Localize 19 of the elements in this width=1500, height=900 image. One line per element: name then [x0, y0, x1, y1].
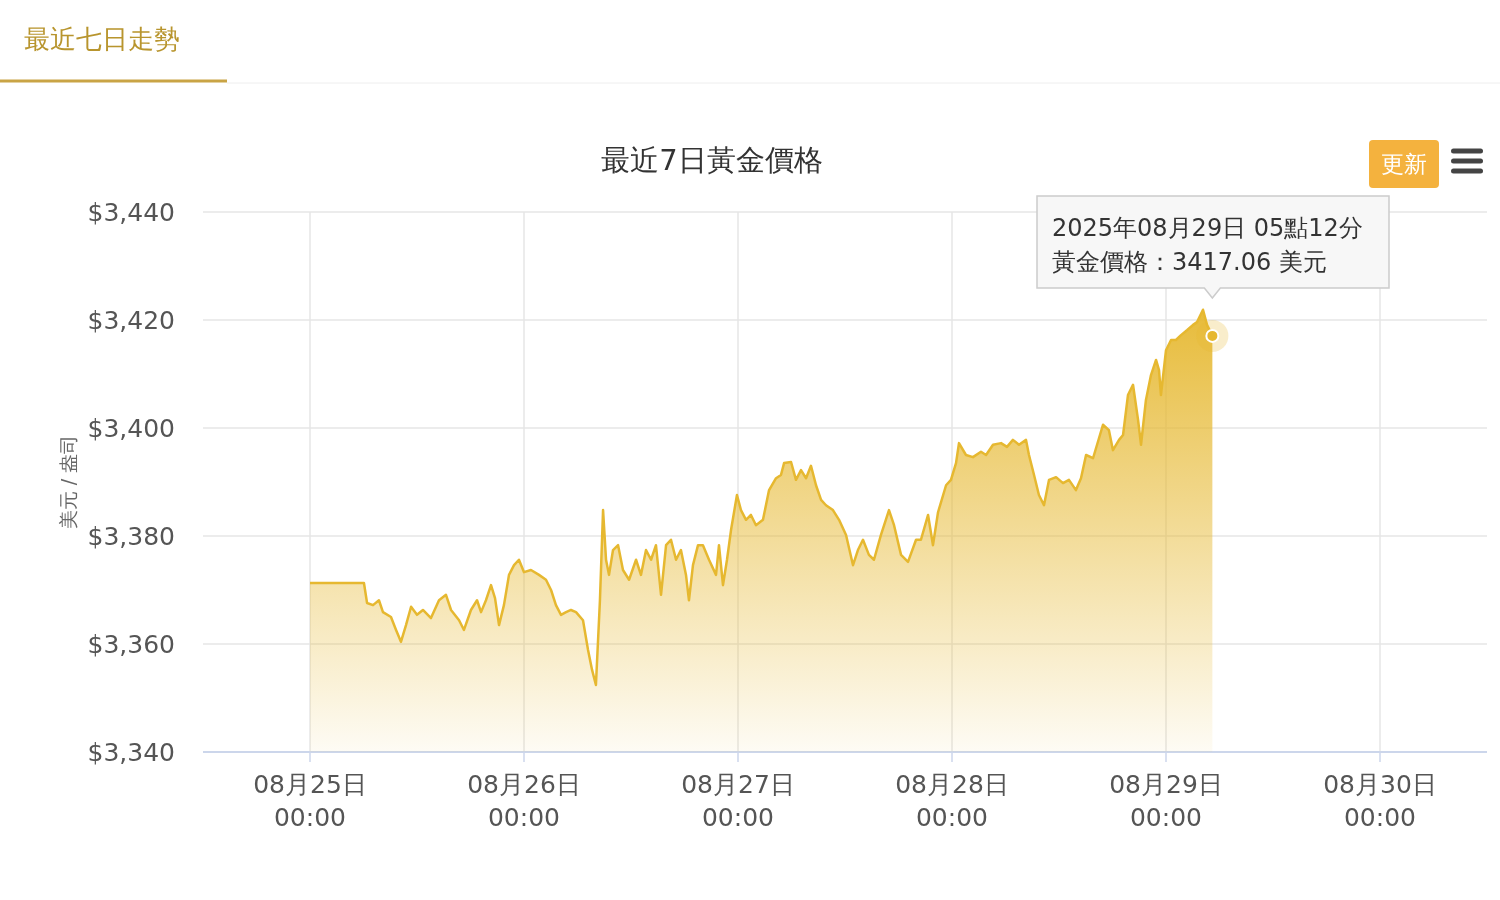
y-tick-label: $3,400: [87, 414, 175, 443]
button: 更新: [1369, 140, 1439, 188]
x-tick-label: 08月27日 00:00: [681, 770, 795, 832]
y-tick-label: $3,360: [87, 630, 175, 659]
chart-title: 最近7日黃金價格: [601, 143, 823, 177]
x-tick-label: 08月25日 00:00: [253, 770, 367, 832]
annotation: 黃金價格：3417.06 美元: [1052, 248, 1327, 276]
text: 最近七日走勢: [24, 24, 180, 54]
x-tick-label: 08月30日 00:00: [1323, 770, 1437, 832]
y-tick-label: $3,340: [87, 738, 175, 767]
y-tick-label: $3,440: [87, 198, 175, 227]
y-tick-label: $3,380: [87, 522, 175, 551]
x-tick-label: 08月28日 00:00: [895, 770, 1009, 832]
annotation: 2025年08月29日 05點12分: [1052, 214, 1363, 242]
x-tick-label: 08月26日 00:00: [467, 770, 581, 832]
y-tick-label: $3,420: [87, 306, 175, 335]
y-axis-title: 美元 / 盎司: [57, 434, 79, 530]
tooltip: 2025年08月29日 05點12分 黃金價格：3417.06 美元: [1036, 195, 1390, 300]
x-tick-label: 08月29日 00:00: [1109, 770, 1223, 832]
